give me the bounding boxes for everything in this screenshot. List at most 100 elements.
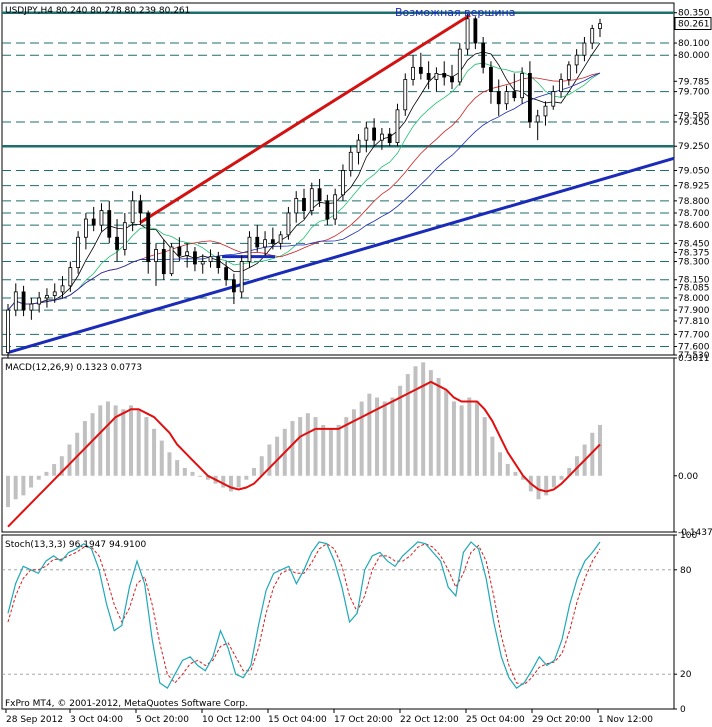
candle-body bbox=[489, 66, 493, 93]
time-tick-label: 10 Oct 12:00 bbox=[202, 715, 261, 725]
candle-body bbox=[551, 91, 556, 107]
candle-body bbox=[559, 79, 563, 93]
stoch-lines bbox=[7, 541, 601, 689]
candle-body bbox=[543, 105, 548, 117]
annotation-possible-top: Возможная вершина bbox=[395, 6, 516, 19]
candle bbox=[6, 304, 10, 359]
macd-bar bbox=[559, 475, 564, 480]
price-header: USDJPY,H4 80.240 80.278 80.239 80.261 bbox=[5, 6, 190, 16]
candle-body bbox=[574, 54, 579, 66]
macd-tick-label: -0.1437 bbox=[678, 528, 712, 538]
stoch-tick-label: 100 bbox=[680, 531, 697, 541]
candle-body bbox=[115, 236, 119, 250]
candle-body bbox=[364, 127, 369, 141]
macd-bar bbox=[236, 475, 241, 488]
candle bbox=[83, 212, 88, 250]
candle bbox=[115, 219, 119, 262]
macd-bar bbox=[544, 475, 549, 496]
candle bbox=[161, 239, 166, 280]
macd-histogram bbox=[6, 362, 602, 508]
time-tick-label: 3 Oct 04:00 bbox=[70, 715, 123, 725]
macd-bar bbox=[344, 417, 349, 476]
macd-bar bbox=[328, 428, 333, 476]
macd-bar bbox=[451, 401, 456, 476]
candle-body bbox=[504, 91, 509, 105]
time-tick-label: 5 Oct 20:00 bbox=[136, 715, 189, 725]
candle bbox=[122, 212, 127, 256]
price-tick-label: 77.810 bbox=[678, 317, 710, 327]
candle bbox=[154, 243, 158, 286]
macd-bar bbox=[152, 428, 157, 476]
trend-line-0 bbox=[139, 13, 471, 224]
candle bbox=[372, 118, 377, 147]
price-tick-label: 79.785 bbox=[678, 77, 710, 87]
time-tick-label: 17 Oct 20:00 bbox=[334, 715, 393, 725]
candles bbox=[6, 13, 602, 359]
price-tick-label: 78.000 bbox=[678, 294, 710, 304]
macd-bar bbox=[482, 417, 487, 476]
current-price-label: 80.261 bbox=[678, 20, 710, 30]
candle bbox=[231, 273, 236, 305]
macd-bar bbox=[367, 393, 372, 476]
macd-bar bbox=[75, 432, 80, 476]
candle-body bbox=[146, 212, 151, 262]
candle-body bbox=[45, 295, 49, 299]
price-tick-label: 79.050 bbox=[678, 167, 710, 177]
macd-bar bbox=[252, 467, 257, 476]
candle bbox=[473, 16, 478, 50]
candle-body bbox=[177, 246, 182, 256]
candle bbox=[411, 55, 415, 86]
stoch-scale: 100 80 20 0 bbox=[674, 531, 697, 715]
macd-panel-frame bbox=[1, 357, 675, 533]
candle-body bbox=[598, 23, 602, 29]
candle-body bbox=[161, 248, 166, 275]
macd-bar bbox=[351, 409, 356, 476]
price-tick-label: 78.800 bbox=[678, 197, 710, 207]
candle bbox=[520, 67, 525, 104]
candle-body bbox=[348, 151, 353, 171]
macd-bar bbox=[421, 362, 426, 476]
candle-body bbox=[457, 48, 462, 83]
price-tick-label: 79.505 bbox=[678, 111, 710, 121]
macd-bar bbox=[444, 389, 449, 476]
candle-body bbox=[481, 42, 486, 68]
candle-body bbox=[169, 246, 174, 275]
candle bbox=[309, 182, 314, 216]
candle-body bbox=[278, 234, 283, 244]
candle-body bbox=[387, 133, 392, 143]
macd-signal-line bbox=[7, 380, 601, 528]
candle bbox=[146, 210, 151, 274]
candle bbox=[177, 237, 182, 262]
macd-bar bbox=[359, 401, 364, 476]
price-tick-label: 80.000 bbox=[678, 51, 710, 61]
candle-body bbox=[200, 261, 205, 265]
candle bbox=[574, 49, 579, 74]
macd-bar bbox=[382, 401, 387, 476]
price-panel-frame bbox=[1, 2, 675, 356]
candle-body bbox=[247, 236, 252, 262]
candle-body bbox=[286, 212, 291, 236]
candle-body bbox=[317, 188, 322, 202]
candle bbox=[504, 85, 509, 110]
macd-bar bbox=[182, 467, 187, 476]
macd-bar bbox=[67, 444, 72, 476]
macd-bar bbox=[190, 471, 195, 476]
stoch-tick-label: 80 bbox=[680, 566, 692, 576]
macd-bar bbox=[29, 475, 34, 488]
stoch-tick-label: 20 bbox=[680, 670, 692, 680]
candle-body bbox=[590, 28, 595, 44]
price-tick-label: 80.100 bbox=[678, 39, 710, 49]
macd-bar bbox=[405, 374, 410, 476]
candle bbox=[193, 246, 197, 272]
candle bbox=[325, 194, 330, 226]
macd-bar bbox=[98, 405, 103, 476]
price-tick-label: 77.900 bbox=[678, 306, 710, 316]
macd-bar bbox=[228, 475, 233, 492]
candle-body bbox=[91, 218, 96, 226]
price-tick-label: 77.600 bbox=[678, 343, 710, 353]
candle bbox=[302, 188, 306, 220]
price-tick-label: 78.700 bbox=[678, 209, 710, 219]
footer-copyright: FxPro MT4, © 2001-2012, MetaQuotes Softw… bbox=[5, 699, 248, 709]
